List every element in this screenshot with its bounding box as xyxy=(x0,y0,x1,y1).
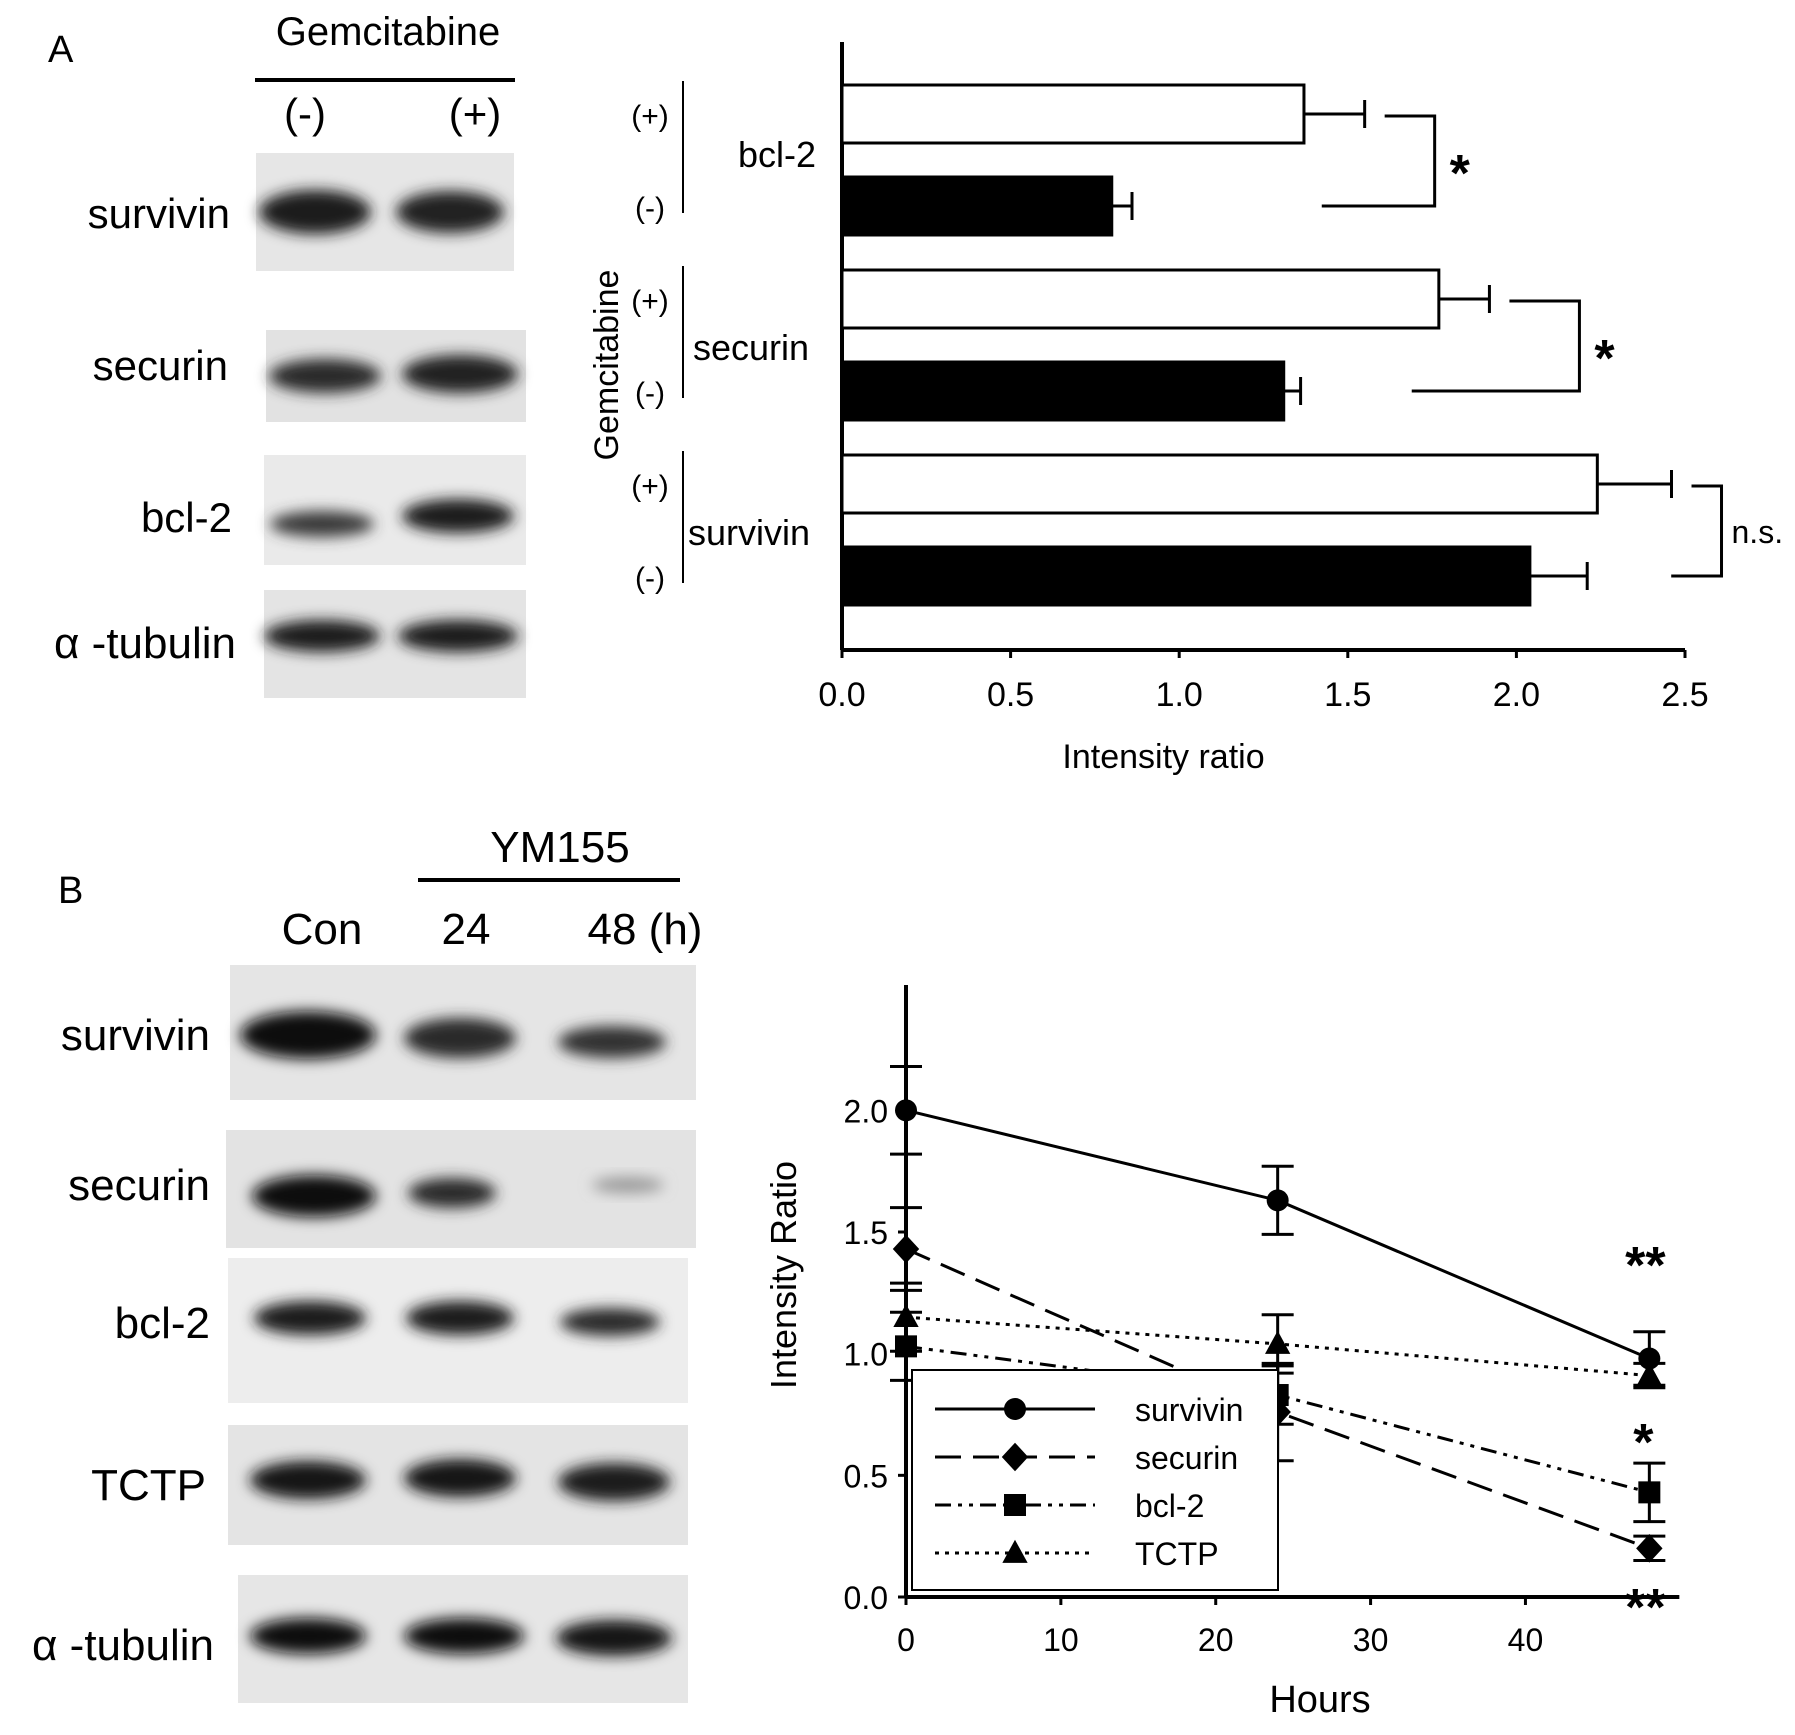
bar xyxy=(840,175,1114,237)
series-marker xyxy=(1265,1330,1291,1354)
legend-marker xyxy=(1002,1539,1028,1563)
bar xyxy=(840,360,1286,422)
significance-bracket xyxy=(1321,114,1437,208)
panel-a-treatment: Gemcitabine xyxy=(276,10,501,54)
line-y-tick-label: 0.5 xyxy=(844,1458,888,1494)
significance-label: n.s. xyxy=(1732,514,1784,550)
significance-label: * xyxy=(1594,330,1615,388)
panel-a-row-tubulin: α -tubulin xyxy=(54,619,236,668)
line-y-tick-label: 0.0 xyxy=(844,1580,888,1616)
legend-marker xyxy=(1001,1442,1029,1472)
legend-label: securin xyxy=(1135,1440,1238,1476)
line-annotation: * xyxy=(1633,1414,1654,1472)
line-x-axis-label: Hours xyxy=(1269,1679,1370,1721)
series-marker xyxy=(1636,1362,1662,1386)
bar-series-label: (-) xyxy=(635,192,665,225)
panel-b-blot-survivin xyxy=(230,965,696,1100)
bar-group-label: bcl-2 xyxy=(738,134,816,175)
bar-series-label: (+) xyxy=(631,285,669,318)
legend-box xyxy=(911,1369,1279,1591)
panel-b-lane-24: 24 xyxy=(442,905,491,954)
bar xyxy=(840,268,1441,330)
bar-x-tick-label: 2.5 xyxy=(1661,676,1708,714)
series-marker xyxy=(892,1234,920,1264)
bar-x-tick-label: 0.0 xyxy=(818,676,865,714)
panel-a-blot-tubulin xyxy=(264,590,526,698)
panel-b-treatment: YM155 xyxy=(490,823,629,872)
bar-x-tick-label: 0.5 xyxy=(987,676,1034,714)
panel-b-letter: B xyxy=(58,870,83,912)
panel-b-row-tctp: TCTP xyxy=(91,1461,206,1510)
significance-label: * xyxy=(1450,145,1471,203)
line-x-tick-label: 30 xyxy=(1353,1622,1389,1658)
panel-b-row-bcl2: bcl-2 xyxy=(115,1299,210,1348)
legend-label: TCTP xyxy=(1135,1536,1219,1572)
panel-a-lane-minus: (-) xyxy=(284,90,326,137)
bar-series-label: (+) xyxy=(631,100,669,133)
panel-b-row-securin: securin xyxy=(68,1161,210,1210)
bar-group-label: survivin xyxy=(688,512,810,553)
panel-b-row-survivin: survivin xyxy=(61,1011,210,1060)
line-x-tick-label: 40 xyxy=(1508,1622,1544,1658)
bar-y-axis-label: Gemcitabine xyxy=(588,270,626,461)
line-chart: 0.0 0.5 1.0 1.5 2.0 0 10 20 30 40 Hours Intensity R… xyxy=(763,985,1680,1721)
panel-b-blot-tctp xyxy=(228,1425,688,1545)
panel-a-row-survivin: survivin xyxy=(88,190,230,237)
line-y-tick-label: 1.0 xyxy=(844,1337,888,1373)
series-marker xyxy=(893,1303,919,1328)
line-x-tick-label: 0 xyxy=(897,1622,915,1658)
line-x-tick-label: 10 xyxy=(1043,1622,1079,1658)
bar-x-axis-label: Intensity ratio xyxy=(1062,738,1264,776)
panel-b-blot-bcl2 xyxy=(228,1258,688,1403)
series-marker xyxy=(1636,1534,1663,1563)
significance-bracket xyxy=(1671,484,1724,578)
bar-series-label: (-) xyxy=(635,377,665,410)
bar-group-label: securin xyxy=(693,327,809,368)
bar-x-tick-label: 1.5 xyxy=(1324,676,1371,714)
bar-x-tick-label: 2.0 xyxy=(1493,676,1540,714)
panel-b-blot-securin xyxy=(226,1130,696,1248)
panel-b-lane-48: 48 (h) xyxy=(588,905,703,954)
series-marker xyxy=(1266,1189,1289,1212)
legend-marker xyxy=(1004,1398,1026,1420)
legend-label: bcl-2 xyxy=(1135,1488,1204,1524)
series-marker xyxy=(1638,1481,1661,1504)
line-x-tick-label: 20 xyxy=(1198,1622,1234,1658)
bar-chart: 0.0 0.5 1.0 1.5 2.0 2.5 Intensity ratio Gemcita… xyxy=(588,42,1783,776)
bar xyxy=(840,453,1599,515)
legend-marker xyxy=(1004,1494,1026,1516)
bar-series-label: (+) xyxy=(631,470,669,503)
panel-a-lane-plus: (+) xyxy=(449,90,502,137)
bar-x-tick-label: 1.0 xyxy=(1156,676,1203,714)
panel-a-blot-bcl2 xyxy=(264,455,526,565)
line-y-tick-label: 1.5 xyxy=(844,1215,888,1251)
line-y-tick-label: 2.0 xyxy=(844,1093,888,1129)
line-legend: survivin securin bcl-2 TCTP xyxy=(911,1369,1279,1591)
panel-a-blot-securin xyxy=(266,330,526,422)
bar-series-label: (-) xyxy=(635,562,665,595)
panel-b-lane-con: Con xyxy=(282,905,363,954)
series-marker xyxy=(895,1099,917,1122)
line-y-axis-label: Intensity Ratio xyxy=(763,1161,804,1389)
significance-bracket xyxy=(1411,299,1581,393)
panel-a-letter: A xyxy=(48,29,74,71)
panel-a-row-securin: securin xyxy=(93,342,228,389)
line-annotation: ** xyxy=(1625,1237,1666,1295)
panel-b-blot-tubulin xyxy=(238,1575,688,1703)
panel-a-row-bcl2: bcl-2 xyxy=(141,494,232,541)
legend-label: survivin xyxy=(1135,1392,1243,1428)
panel-a-blot-survivin xyxy=(256,153,514,271)
bar xyxy=(840,83,1306,145)
panel-b-row-tubulin: α -tubulin xyxy=(32,1621,214,1670)
bar xyxy=(840,545,1532,607)
line-annotation: ** xyxy=(1625,1579,1666,1637)
